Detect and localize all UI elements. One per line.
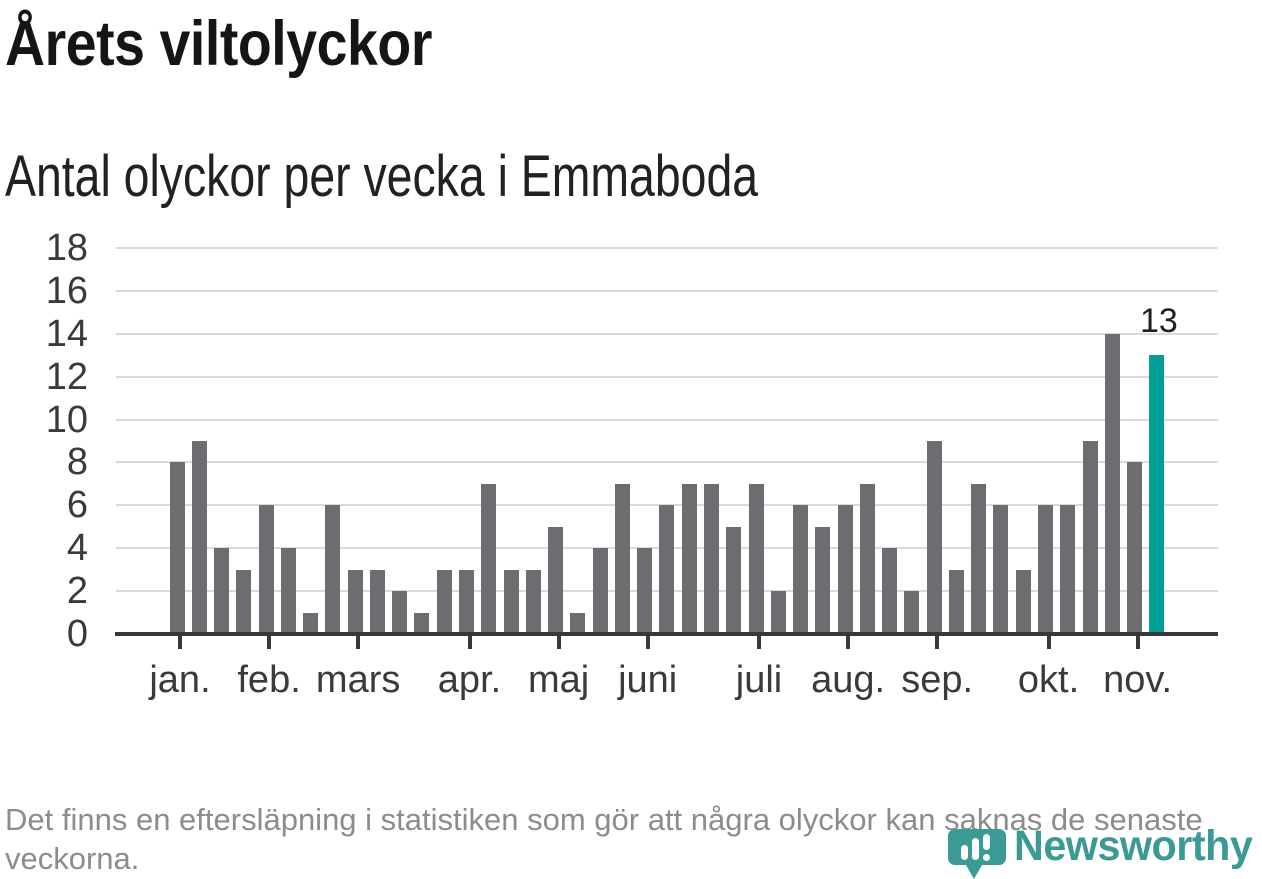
bar-week-32 xyxy=(859,483,875,634)
bar-week-38 xyxy=(993,505,1009,634)
bar-week-33 xyxy=(882,548,898,634)
bar-week-20 xyxy=(592,548,608,634)
bar-week-9 xyxy=(347,569,363,634)
x-axis-tick-juni xyxy=(645,636,650,649)
bar-week-5 xyxy=(258,505,274,634)
x-axis-label-juni: juni xyxy=(618,659,678,701)
bar-week-8 xyxy=(325,505,341,634)
bar-week-11 xyxy=(392,591,408,634)
y-axis-label: 6 xyxy=(66,484,88,527)
x-axis-tick-okt xyxy=(1046,636,1051,649)
gridline-y8 xyxy=(116,461,1218,464)
page-title: Årets viltolyckor xyxy=(5,9,432,79)
x-axis-tick-feb xyxy=(267,636,272,649)
x-axis-label-jan: jan. xyxy=(149,659,211,701)
axis-baseline xyxy=(115,632,1218,636)
bar-week-15 xyxy=(481,483,497,634)
y-axis-label: 16 xyxy=(45,269,88,312)
bar-week-44 xyxy=(1127,462,1143,634)
x-axis-label-juli: juli xyxy=(735,659,783,701)
bar-week-28 xyxy=(770,591,786,634)
gridline-y14 xyxy=(116,332,1218,335)
bar-week-19 xyxy=(570,612,586,634)
x-axis-tick-apr xyxy=(467,636,472,649)
x-axis-tick-juli xyxy=(757,636,762,649)
x-axis-label-mars: mars xyxy=(315,659,401,701)
bar-week-17 xyxy=(525,569,541,634)
bar-week-12 xyxy=(414,612,430,634)
gridline-y18 xyxy=(116,247,1218,249)
x-axis-tick-mars xyxy=(356,636,361,649)
newsworthy-logo: Newsworthy xyxy=(948,818,1262,879)
bar-week-23 xyxy=(659,505,675,634)
y-axis-label: 12 xyxy=(45,355,88,398)
highlighted-bar-week-45 xyxy=(1149,355,1165,634)
y-axis-label: 4 xyxy=(66,527,88,570)
bar-week-6 xyxy=(280,548,296,634)
y-axis-label: 8 xyxy=(66,441,88,484)
bar-week-30 xyxy=(815,526,831,634)
gridline-y12 xyxy=(116,375,1218,378)
x-axis-label-okt: okt. xyxy=(1017,659,1080,701)
y-axis-label: 14 xyxy=(45,312,88,355)
bar-week-35 xyxy=(926,441,942,634)
brand-wordmark: Newsworthy xyxy=(1014,822,1253,870)
bar-week-21 xyxy=(614,483,630,634)
y-axis-label: 0 xyxy=(66,613,88,655)
bar-week-22 xyxy=(637,548,653,634)
bar-week-13 xyxy=(436,569,452,634)
gridline-y16 xyxy=(116,289,1218,292)
bar-week-29 xyxy=(793,505,809,634)
y-axis-label: 2 xyxy=(66,570,88,613)
bar-week-41 xyxy=(1060,505,1076,634)
x-axis-label-apr: apr. xyxy=(437,659,502,701)
x-axis-tick-nov xyxy=(1135,636,1140,649)
bar-week-4 xyxy=(236,569,252,634)
bar-week-42 xyxy=(1082,441,1098,634)
x-axis-label-sep: sep. xyxy=(901,659,974,701)
bar-value-label: 13 xyxy=(1139,302,1178,341)
x-axis-label-feb: feb. xyxy=(237,659,301,701)
bar-week-14 xyxy=(459,569,474,634)
bar-week-26 xyxy=(726,526,742,634)
bar-week-3 xyxy=(214,548,230,634)
bar-week-1 xyxy=(169,462,185,634)
bar-week-2 xyxy=(191,441,207,634)
chart-subtitle: Antal olyckor per vecka i Emmaboda xyxy=(5,144,759,209)
bar-week-39 xyxy=(1015,569,1031,634)
bar-week-24 xyxy=(681,483,697,634)
x-axis-tick-maj xyxy=(556,636,561,649)
bar-week-10 xyxy=(369,569,385,634)
x-axis-label-maj: maj xyxy=(527,659,590,701)
x-axis-tick-jan xyxy=(178,636,182,649)
bar-week-37 xyxy=(971,483,987,634)
newsworthy-pin-barchart-icon xyxy=(948,829,1006,879)
gridline-y10 xyxy=(116,418,1218,421)
bar-week-18 xyxy=(548,526,564,634)
bar-week-7 xyxy=(303,612,319,634)
bar-week-40 xyxy=(1038,505,1054,634)
x-axis-label-nov: nov. xyxy=(1103,659,1173,701)
x-axis-tick-sep xyxy=(935,636,940,649)
y-axis-label: 18 xyxy=(45,227,88,269)
bar-week-34 xyxy=(904,591,920,634)
bar-week-25 xyxy=(703,483,719,634)
x-axis-label-aug: aug. xyxy=(811,659,886,701)
bar-week-31 xyxy=(837,505,853,634)
bar-week-16 xyxy=(503,569,519,634)
y-axis-label: 10 xyxy=(45,398,88,441)
bar-week-36 xyxy=(948,569,964,634)
bar-week-43 xyxy=(1104,333,1120,634)
plot-area: 0 2 4 6 8 10 12 14 16 18 13 jan. feb. mars apr. maj juni… xyxy=(45,227,1218,701)
bar-week-27 xyxy=(748,483,764,634)
x-axis-tick-aug xyxy=(846,636,851,649)
